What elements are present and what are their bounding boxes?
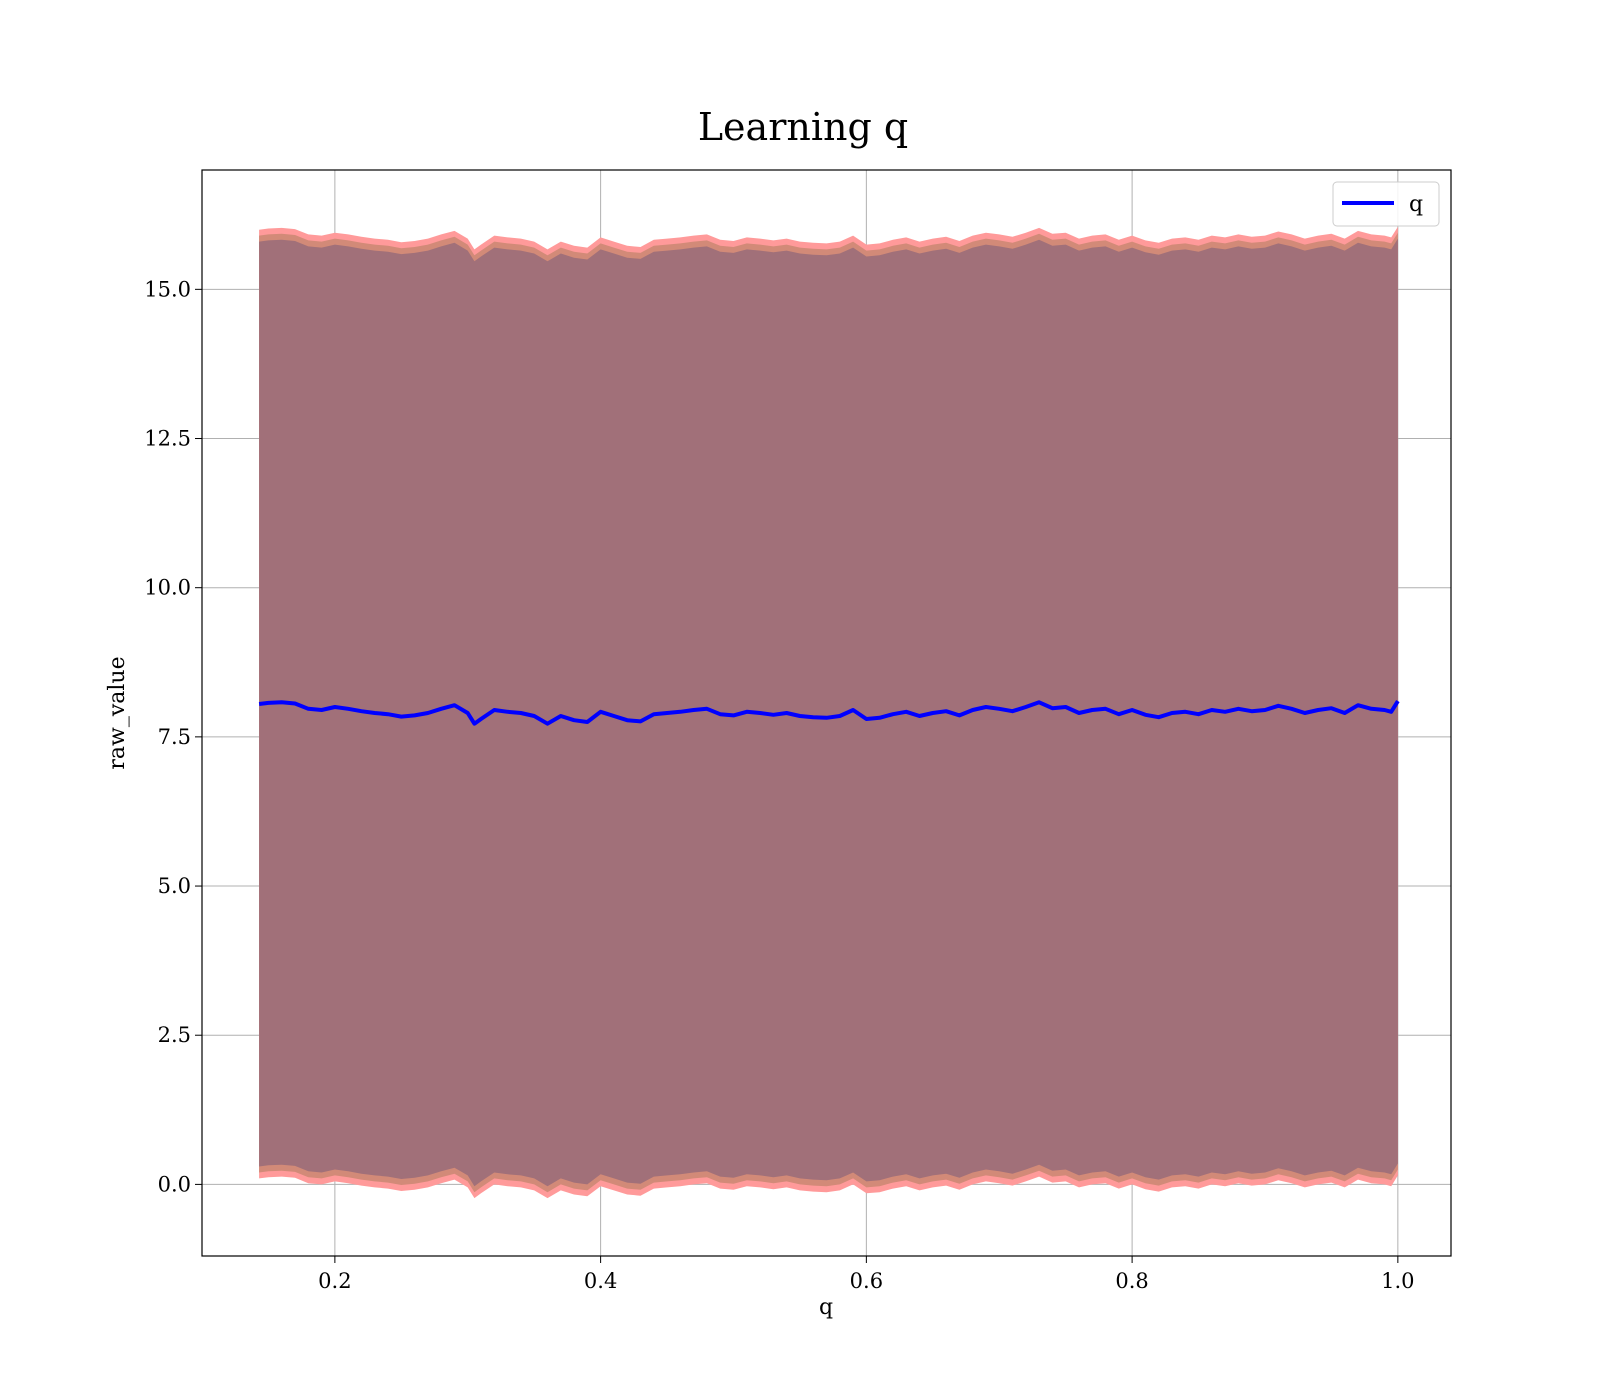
x-tick-label: 0.2 [318,1269,351,1293]
x-tick-label: 0.4 [584,1269,617,1293]
y-axis-label: raw_value [105,656,130,769]
x-axis-label: q [819,1295,833,1320]
y-tick-label: 12.5 [144,427,191,451]
series-line-group [258,700,1400,726]
y-tick-label: 15.0 [144,277,191,301]
legend: q [1332,181,1440,227]
band-inner [259,238,1398,1187]
series-line-q [258,700,1400,726]
y-tick-label: 2.5 [158,1023,191,1047]
x-tick-label: 0.8 [1115,1269,1148,1293]
y-tick-label: 5.0 [158,874,191,898]
x-axis: 0.2 0.4 0.6 0.8 1.0 [318,1256,1415,1293]
legend-entry-q: q [1409,192,1423,217]
x-tick-label: 1.0 [1381,1269,1414,1293]
y-tick-label: 0.0 [158,1172,191,1196]
chart-title: Learning q [698,105,908,149]
x-tick-label: 0.6 [850,1269,883,1293]
y-axis: 0.0 2.5 5.0 7.5 10.0 12.5 15.0 [144,277,202,1196]
plot-frame [201,169,1452,1257]
y-tick-label: 10.0 [144,576,191,600]
y-tick-label: 7.5 [158,725,191,749]
band-group [259,226,1398,1199]
